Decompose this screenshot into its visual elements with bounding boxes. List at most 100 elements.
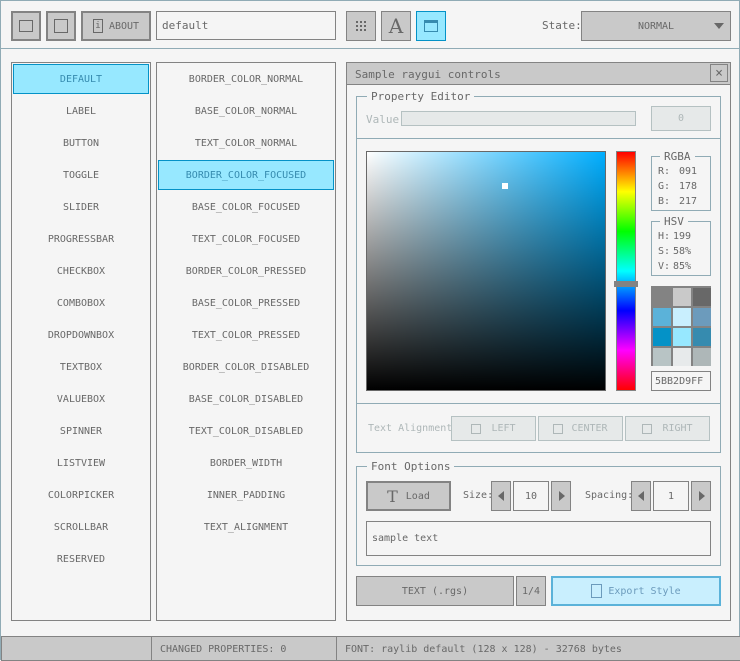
list-item[interactable]: CHECKBOX xyxy=(56,265,106,277)
value-box[interactable]: 0 xyxy=(651,106,711,131)
grid-view-button[interactable] xyxy=(346,11,376,41)
list-item[interactable]: BORDER_WIDTH xyxy=(209,457,283,469)
h-label: H: xyxy=(658,231,671,242)
align-left-button[interactable]: LEFT xyxy=(451,416,536,441)
page-button[interactable]: 1/4 xyxy=(516,576,546,606)
status-changed-properties: CHANGED PROPERTIES: 0 xyxy=(151,636,337,661)
list-item[interactable]: DEFAULT xyxy=(13,64,149,94)
list-item[interactable]: TEXT_ALIGNMENT xyxy=(203,521,289,533)
export-file-icon xyxy=(591,584,603,598)
palette-swatch[interactable] xyxy=(673,348,691,366)
list-item[interactable]: SLIDER xyxy=(62,201,100,213)
size-increment[interactable] xyxy=(551,481,571,511)
list-item[interactable]: BORDER_COLOR_FOCUSED xyxy=(158,160,334,190)
list-item[interactable]: SPINNER xyxy=(59,425,103,437)
chevron-down-icon xyxy=(714,23,724,34)
list-item[interactable]: LISTVIEW xyxy=(56,457,106,469)
spacing-increment[interactable] xyxy=(691,481,711,511)
rgba-group: RGBA xyxy=(651,150,711,211)
status-font-info: FONT: raylib default (128 x 128) - 32768… xyxy=(336,636,740,661)
list-item[interactable]: INNER_PADDING xyxy=(206,489,286,501)
list-item[interactable]: BASE_COLOR_FOCUSED xyxy=(191,201,301,213)
palette-swatch[interactable] xyxy=(693,328,711,346)
size-label: Size: xyxy=(463,490,494,501)
load-font-button[interactable]: T Load xyxy=(366,481,451,511)
info-icon: i xyxy=(92,19,103,33)
window-close-button[interactable]: × xyxy=(710,64,728,82)
spacing-spinner-value[interactable]: 1 xyxy=(653,481,689,511)
color-picker-cursor[interactable] xyxy=(502,183,508,189)
list-item[interactable]: LABEL xyxy=(65,105,97,117)
value-slider[interactable] xyxy=(401,111,636,126)
g-label: G: xyxy=(658,181,671,192)
hue-bar[interactable] xyxy=(616,151,636,391)
list-item[interactable]: TOGGLE xyxy=(62,169,100,181)
format-button[interactable]: TEXT (.rgs) xyxy=(356,576,514,606)
divider xyxy=(357,138,720,139)
arrow-right-icon xyxy=(698,491,710,501)
list-item[interactable]: DROPDOWNBOX xyxy=(47,329,115,341)
hex-value-box[interactable]: 5BB2D9FF xyxy=(651,371,711,391)
divider xyxy=(357,403,720,404)
sample-text-input[interactable]: sample text xyxy=(366,521,711,556)
list-item[interactable]: TEXTBOX xyxy=(59,361,103,373)
list-item[interactable]: RESERVED xyxy=(56,553,106,565)
g-value: 178 xyxy=(679,181,698,192)
properties-list[interactable]: BORDER_COLOR_NORMAL BASE_COLOR_NORMAL TEXT… xyxy=(156,62,336,621)
b-value: 217 xyxy=(679,196,698,207)
v-value: 85% xyxy=(673,261,692,272)
palette-swatch[interactable] xyxy=(693,308,711,326)
style-name-input[interactable]: default xyxy=(156,11,336,40)
export-style-button[interactable]: Export Style xyxy=(551,576,721,606)
list-item[interactable]: TEXT_COLOR_DISABLED xyxy=(188,425,304,437)
align-right-button[interactable]: RIGHT xyxy=(625,416,710,441)
open-button[interactable] xyxy=(11,11,41,41)
controls-list[interactable]: DEFAULT LABEL BUTTON TOGGLE SLIDER PROGRESSBA… xyxy=(11,62,151,621)
list-item[interactable]: BUTTON xyxy=(62,137,100,149)
spacing-decrement[interactable] xyxy=(631,481,651,511)
save-button[interactable] xyxy=(46,11,76,41)
list-item[interactable]: COMBOBOX xyxy=(56,297,106,309)
palette-swatch[interactable] xyxy=(673,308,691,326)
list-item[interactable]: TEXT_COLOR_FOCUSED xyxy=(191,233,301,245)
window-titlebar[interactable]: Sample raygui controls xyxy=(346,62,731,85)
hsv-group: HSV xyxy=(651,215,711,276)
r-label: R: xyxy=(658,166,671,177)
palette-swatch[interactable] xyxy=(653,308,671,326)
list-item[interactable]: PROGRESSBAR xyxy=(47,233,115,245)
hue-slider-handle[interactable] xyxy=(614,281,638,287)
font-button[interactable]: A xyxy=(381,11,411,41)
palette-swatch[interactable] xyxy=(673,328,691,346)
grid-icon xyxy=(356,21,366,31)
palette-swatch[interactable] xyxy=(693,348,711,366)
state-dropdown[interactable]: NORMAL xyxy=(581,11,731,41)
h-value: 199 xyxy=(673,231,692,242)
list-item[interactable]: TEXT_COLOR_PRESSED xyxy=(191,329,301,341)
list-item[interactable]: BORDER_COLOR_NORMAL xyxy=(188,73,304,85)
palette-swatch[interactable] xyxy=(653,288,671,306)
align-right-icon xyxy=(642,423,653,434)
list-item[interactable]: BASE_COLOR_PRESSED xyxy=(191,297,301,309)
list-item[interactable]: SCROLLBAR xyxy=(53,521,109,533)
palette-swatch[interactable] xyxy=(653,348,671,366)
list-item[interactable]: VALUEBOX xyxy=(56,393,106,405)
palette-swatch[interactable] xyxy=(693,288,711,306)
list-item[interactable]: TEXT_COLOR_NORMAL xyxy=(194,137,298,149)
status-left xyxy=(1,636,152,661)
toolbar xyxy=(1,1,740,49)
palette-swatch[interactable] xyxy=(653,328,671,346)
list-item[interactable]: BASE_COLOR_NORMAL xyxy=(194,105,298,117)
list-item[interactable]: COLORPICKER xyxy=(47,489,115,501)
list-item[interactable]: BORDER_COLOR_PRESSED xyxy=(185,265,307,277)
state-label: State: xyxy=(542,19,582,32)
color-picker-square[interactable] xyxy=(366,151,606,391)
about-button[interactable]: i ABOUT xyxy=(81,11,151,41)
value-label: Value: xyxy=(366,113,406,126)
size-decrement[interactable] xyxy=(491,481,511,511)
list-item[interactable]: BASE_COLOR_DISABLED xyxy=(188,393,304,405)
align-center-button[interactable]: CENTER xyxy=(538,416,623,441)
size-spinner-value[interactable]: 10 xyxy=(513,481,549,511)
window-view-button[interactable] xyxy=(416,11,446,41)
palette-swatch[interactable] xyxy=(673,288,691,306)
list-item[interactable]: BORDER_COLOR_DISABLED xyxy=(182,361,310,373)
